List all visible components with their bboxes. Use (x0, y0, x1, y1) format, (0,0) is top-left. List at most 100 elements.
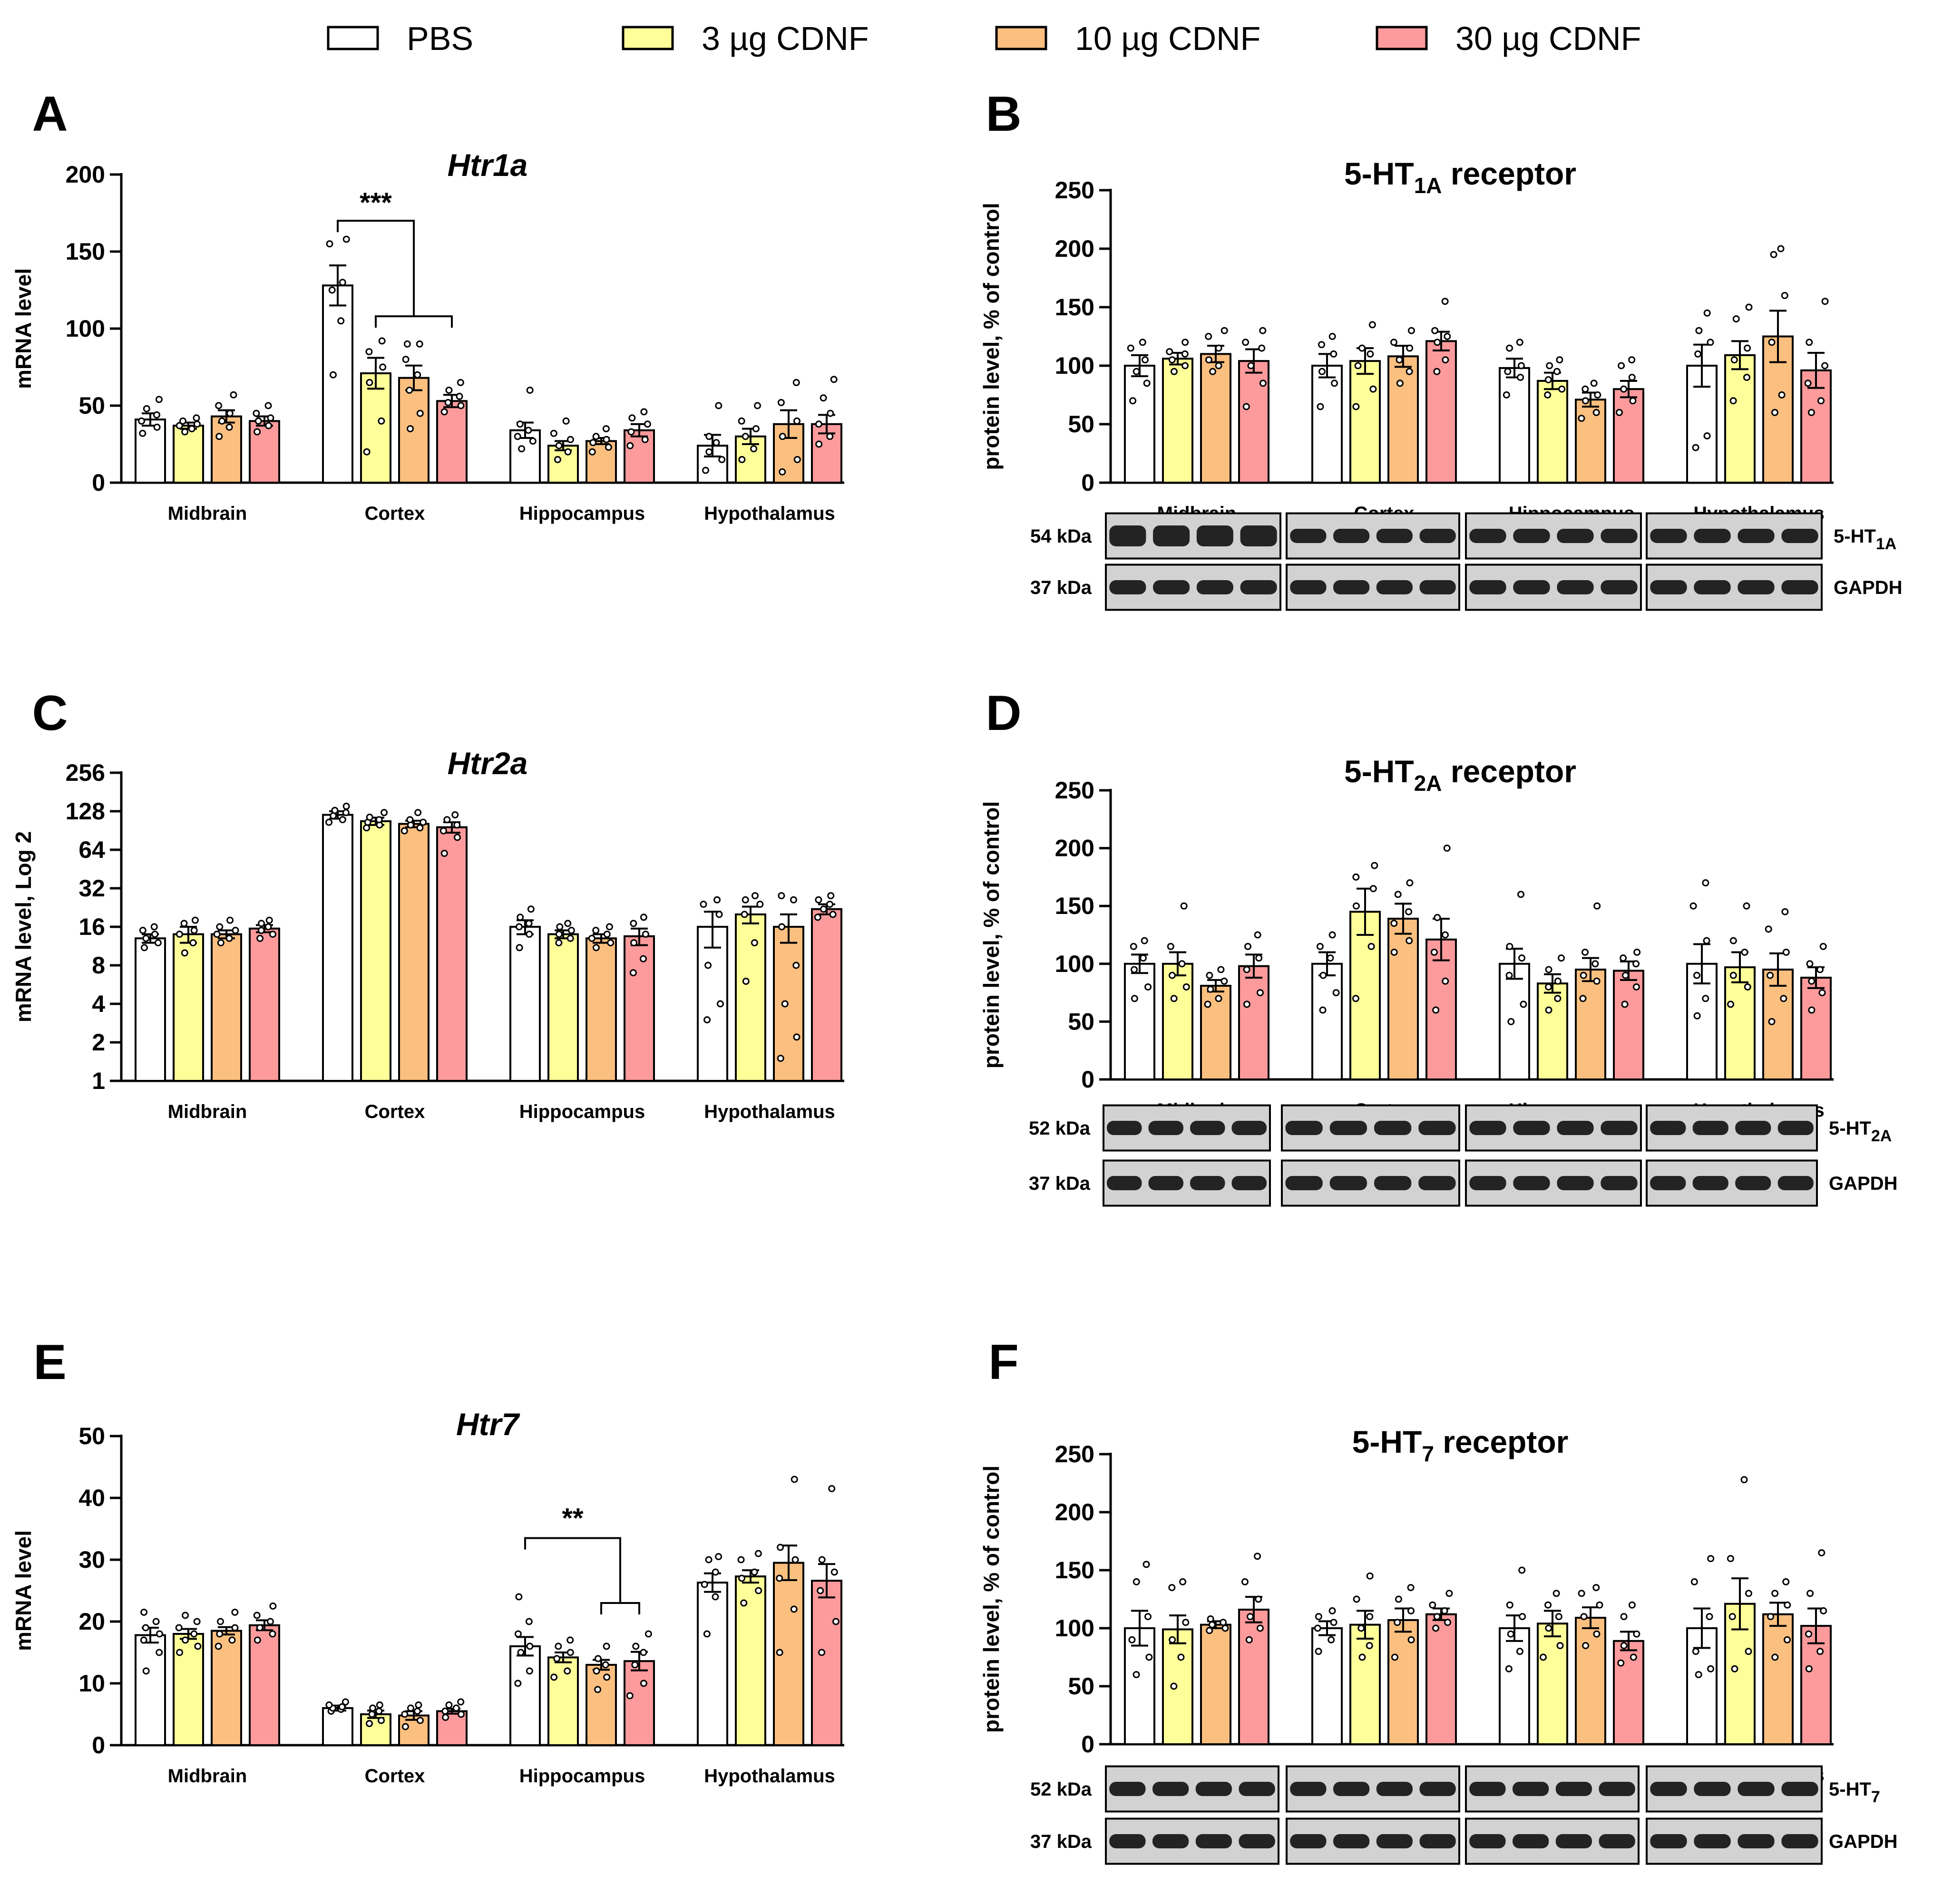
data-point (1358, 344, 1366, 352)
blot-kda-label: 37 kDa (1029, 1173, 1091, 1194)
x-tick-label: Midbrain (168, 1101, 247, 1122)
data-point (1180, 902, 1188, 910)
data-point (366, 814, 373, 821)
data-point (1767, 1613, 1775, 1621)
data-point (416, 409, 424, 417)
data-point (1518, 1566, 1526, 1574)
data-point (564, 448, 572, 456)
blot-band (1513, 529, 1550, 543)
legend-label: 30 µg CDNF (1455, 20, 1641, 57)
blot-row-label: 5-HT1A (1834, 526, 1896, 553)
data-point (368, 1710, 376, 1718)
data-point (1367, 942, 1375, 950)
data-point (1582, 385, 1589, 393)
data-point (592, 927, 600, 934)
blot-band (1692, 1176, 1728, 1190)
data-point (1690, 1578, 1698, 1585)
data-point (325, 818, 333, 826)
blot-band (1333, 1782, 1370, 1796)
data-point (254, 1636, 261, 1644)
bracket-line (375, 315, 453, 328)
data-point (518, 445, 526, 453)
data-point (179, 417, 186, 425)
data-point (457, 1698, 465, 1706)
panel-letter: E (33, 1335, 66, 1390)
data-point (339, 279, 346, 286)
blot-band (1557, 1176, 1594, 1190)
data-point (1628, 1601, 1636, 1609)
data-point (1131, 995, 1138, 1002)
legend-swatch (1376, 26, 1428, 50)
data-point (1217, 966, 1225, 973)
bar (1724, 966, 1756, 1080)
x-tick-label: Hippocampus (519, 1766, 645, 1787)
data-point (1620, 1613, 1628, 1621)
data-point (626, 1692, 634, 1700)
data-point (1132, 368, 1140, 375)
blot-band (1469, 1834, 1506, 1848)
data-point (140, 1609, 148, 1616)
bar (1349, 360, 1381, 484)
data-point (1592, 1584, 1600, 1592)
data-point (642, 931, 649, 938)
bar (811, 908, 842, 1082)
y-tick-label: 200 (1055, 235, 1094, 262)
data-point (143, 405, 150, 412)
bar (360, 1713, 391, 1746)
panel-letter: C (32, 686, 68, 741)
data-point (342, 809, 350, 816)
bar (1575, 1617, 1606, 1746)
blot-band (1152, 1834, 1189, 1848)
data-point (555, 1642, 562, 1650)
data-point (1579, 995, 1587, 1002)
data-point (1432, 1624, 1440, 1632)
bar (1387, 355, 1419, 484)
blot-band (1735, 1176, 1771, 1190)
data-point (1620, 954, 1627, 962)
data-point (594, 1655, 602, 1662)
data-point (453, 834, 461, 841)
data-point (401, 1723, 409, 1730)
data-point (1518, 954, 1526, 962)
chart-title-tail: receptor (1442, 754, 1576, 789)
chart-title-sub: 1A (1414, 173, 1442, 198)
data-point (142, 1667, 150, 1675)
data-point (1504, 368, 1512, 375)
blot-band (1109, 1782, 1146, 1796)
blot-band (1419, 1834, 1456, 1848)
data-point (1330, 350, 1337, 358)
data-point (1352, 873, 1360, 881)
data-point (1819, 942, 1827, 950)
data-point (1594, 391, 1601, 398)
data-point (1170, 995, 1178, 1002)
blot-band (1329, 1176, 1367, 1190)
data-point (215, 433, 223, 440)
data-point (1132, 1671, 1140, 1679)
blot-band (1599, 1834, 1635, 1848)
data-point (1366, 1613, 1374, 1621)
y-tick-label: 10 (78, 1670, 105, 1697)
data-point (781, 1000, 789, 1008)
data-point (592, 944, 600, 952)
data-point (778, 892, 785, 900)
data-point (1433, 368, 1441, 375)
data-point (1503, 391, 1510, 398)
data-point (217, 939, 225, 947)
chart-title: Htr1a (448, 147, 528, 183)
data-point (1170, 1682, 1178, 1690)
data-point (1407, 327, 1415, 334)
data-point (1390, 920, 1398, 927)
blot-box (1465, 1765, 1640, 1813)
blot-band (1153, 525, 1190, 546)
data-point (1578, 1590, 1585, 1597)
data-point (400, 827, 408, 835)
data-point (593, 1667, 600, 1675)
chart-title-main: 5-HT (1352, 1424, 1422, 1459)
data-point (265, 916, 273, 924)
bar (1387, 917, 1419, 1081)
legend: PBS 3 µg CDNF 10 µg CDNF 30 µg CDNF (327, 20, 1641, 57)
data-point (1132, 1578, 1140, 1585)
data-point (264, 402, 272, 409)
blot-band (1777, 1176, 1814, 1190)
data-point (1407, 1636, 1415, 1643)
